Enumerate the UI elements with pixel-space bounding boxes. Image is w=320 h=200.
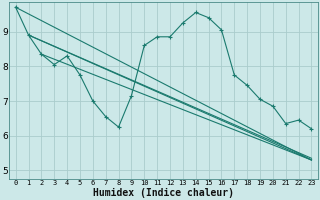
X-axis label: Humidex (Indice chaleur): Humidex (Indice chaleur) [93,188,234,198]
